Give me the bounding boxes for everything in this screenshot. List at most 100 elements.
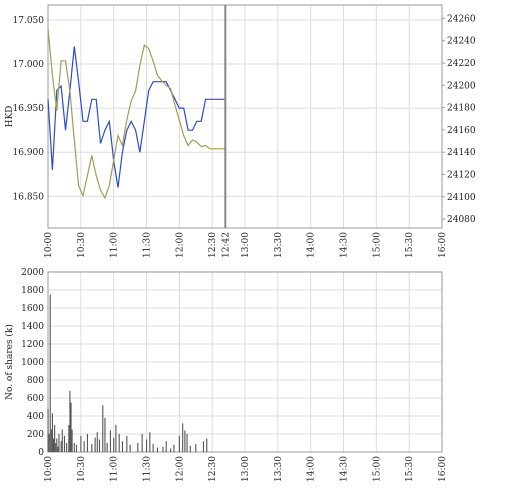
bar (156, 447, 159, 452)
bar (61, 429, 63, 452)
y-tick-label: 1200 (21, 340, 44, 350)
x-tick-label: 10:00 (44, 232, 54, 258)
y2-tick-label: 24160 (447, 126, 476, 136)
x-tick-label: 15:00 (372, 456, 382, 482)
bar (173, 444, 175, 452)
x-tick-label: 12:42 (221, 232, 231, 258)
bar (152, 443, 154, 452)
bar (202, 441, 205, 452)
y-tick-label: 1600 (21, 304, 44, 314)
y-tick-label: 0 (38, 448, 44, 458)
bar (195, 443, 197, 452)
bar (149, 432, 151, 452)
x-tick-label: 14:00 (307, 232, 317, 258)
x-tick-label: 12:30 (208, 232, 218, 258)
y-tick-label: 17.050 (13, 16, 45, 26)
bar (98, 439, 101, 452)
x-tick-label: 10:30 (77, 232, 87, 258)
y-tick-label: 2000 (21, 268, 44, 278)
y-tick-label: 16.850 (13, 192, 45, 202)
x-tick-label: 12:30 (208, 456, 218, 482)
x-tick-label: 14:30 (340, 232, 350, 258)
bar (129, 444, 131, 452)
bar (118, 434, 120, 452)
y-tick-label: 16.900 (13, 148, 45, 158)
y-tick-label: 1800 (21, 286, 44, 296)
bar (109, 430, 111, 452)
bar (56, 438, 58, 452)
y2-tick-label: 24140 (447, 148, 476, 158)
y2-tick-label: 24180 (447, 104, 476, 114)
x-tick-label: 13:30 (274, 456, 284, 482)
x-tick-label: 15:30 (405, 232, 415, 258)
bar (83, 441, 85, 452)
bar (70, 402, 72, 452)
bar (189, 445, 191, 452)
x-tick-label: 16:00 (438, 456, 448, 482)
y-tick-label: 800 (27, 376, 44, 386)
bar (104, 417, 106, 452)
bar (71, 429, 73, 452)
x-tick-label: 15:00 (372, 232, 382, 258)
bar (80, 435, 82, 452)
x-tick-label: 13:00 (241, 232, 251, 258)
bar (182, 423, 184, 452)
bar (47, 408, 49, 452)
bar (63, 435, 66, 452)
x-tick-label: 10:30 (77, 456, 87, 482)
bar (102, 405, 104, 452)
y2-tick-label: 24080 (447, 215, 476, 225)
y2-tick-label: 24240 (447, 37, 476, 47)
bar (113, 437, 115, 452)
bar (57, 446, 59, 452)
x-tick-label: 13:30 (274, 232, 284, 258)
bar (48, 434, 50, 452)
bar (51, 413, 53, 452)
bar (126, 435, 128, 452)
x-tick-label: 11:00 (110, 456, 120, 482)
bar (50, 429, 52, 452)
y2-tick-label: 24260 (447, 14, 476, 24)
y-tick-label: 16.950 (13, 104, 45, 114)
bar (49, 294, 51, 452)
y-tick-label: 1400 (21, 322, 44, 332)
bar (91, 443, 93, 452)
bar (170, 448, 172, 452)
bar (69, 390, 71, 452)
x-tick-label: 14:30 (340, 456, 350, 482)
x-tick-label: 10:00 (44, 456, 54, 482)
x-tick-label: 11:00 (110, 232, 120, 258)
bar (178, 435, 180, 452)
y2-tick-label: 24120 (447, 170, 476, 180)
plot-frame (47, 4, 443, 229)
bar (165, 441, 167, 452)
x-tick-label: 11:30 (143, 456, 153, 482)
bar (55, 443, 57, 452)
bar (121, 441, 124, 452)
bar (66, 443, 68, 452)
x-tick-label: 12:00 (175, 456, 185, 482)
bar (115, 425, 117, 452)
y-tick-label: 17.000 (13, 60, 45, 70)
bar (58, 434, 60, 452)
y2-tick-label: 24200 (447, 81, 476, 91)
y-axis-label: No. of shares (k) (4, 324, 15, 400)
y2-tick-label: 24220 (447, 59, 476, 69)
bar (141, 434, 143, 452)
bar (73, 443, 75, 452)
x-tick-label: 16:00 (438, 232, 448, 258)
plot-frame (47, 271, 443, 453)
bar (146, 439, 148, 452)
bar (60, 441, 62, 452)
x-tick-label: 12:00 (175, 232, 185, 258)
bar (184, 430, 186, 452)
y-tick-label: 600 (27, 394, 44, 404)
bar (137, 443, 139, 452)
bar (162, 446, 164, 452)
bar (75, 444, 78, 452)
bar (86, 434, 88, 452)
bar (94, 437, 96, 452)
x-tick-label: 13:00 (241, 456, 251, 482)
bar (52, 438, 55, 452)
